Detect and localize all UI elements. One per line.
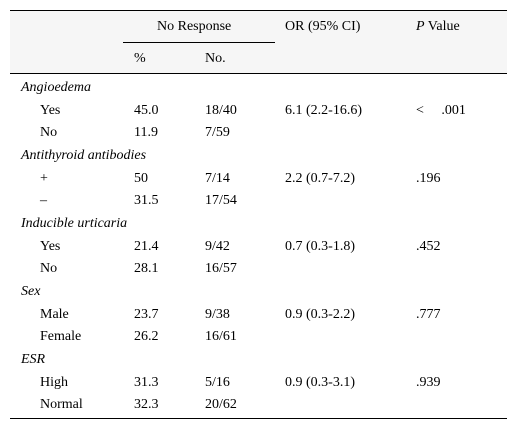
cell-no: 17/54 bbox=[205, 193, 237, 209]
top-rule bbox=[10, 10, 507, 11]
cell-pct: 26.2 bbox=[134, 329, 159, 345]
cell-no: 9/38 bbox=[205, 306, 230, 322]
header-p-italic: P bbox=[416, 19, 425, 34]
cell-p: .452 bbox=[416, 238, 441, 254]
cell-pct: 23.7 bbox=[134, 306, 159, 322]
cell-name: High bbox=[40, 374, 68, 390]
cell-pct: 31.3 bbox=[134, 374, 159, 390]
cell-p: .196 bbox=[416, 170, 441, 186]
category-label: Antithyroid antibodies bbox=[21, 147, 147, 163]
cell-no: 9/42 bbox=[205, 238, 230, 254]
cell-name: Yes bbox=[40, 102, 61, 118]
category-label: Angioedema bbox=[21, 80, 91, 95]
cell-p: .777 bbox=[416, 306, 441, 322]
cell-name: Normal bbox=[40, 397, 83, 413]
cell-no: 20/62 bbox=[205, 397, 237, 413]
cell-no: 16/61 bbox=[205, 329, 237, 345]
cell-name: + bbox=[40, 170, 48, 186]
cell-or: 2.2 (0.7-7.2) bbox=[285, 170, 355, 186]
cell-name: Male bbox=[40, 306, 69, 322]
cell-name: No bbox=[40, 261, 58, 277]
cell-name: No bbox=[40, 125, 58, 141]
cell-no: 5/16 bbox=[205, 374, 230, 390]
cell-or: 6.1 (2.2-16.6) bbox=[285, 102, 362, 118]
cell-no: 7/14 bbox=[205, 170, 230, 186]
cell-pct: 50 bbox=[134, 170, 148, 186]
cell-name: Female bbox=[40, 329, 82, 345]
category-label: ESR bbox=[21, 351, 46, 367]
bottom-rule bbox=[10, 418, 507, 419]
header-no-response: No Response bbox=[157, 19, 232, 34]
category-label: Sex bbox=[21, 283, 41, 299]
cell-pct: 32.3 bbox=[134, 397, 159, 413]
cell-or: 0.9 (0.3-3.1) bbox=[285, 374, 355, 390]
cell-p: < .001 bbox=[416, 102, 466, 118]
cell-no: 7/59 bbox=[205, 125, 230, 141]
header-p-value: P Value bbox=[416, 18, 460, 35]
header-percent: % bbox=[134, 51, 146, 66]
header-rule bbox=[10, 73, 507, 74]
cell-name: Yes bbox=[40, 238, 61, 254]
cell-pct: 45.0 bbox=[134, 102, 159, 118]
cell-pct: 21.4 bbox=[134, 238, 159, 254]
header-or-ci: OR (95% CI) bbox=[285, 19, 361, 34]
cell-or: 0.9 (0.3-2.2) bbox=[285, 306, 355, 322]
cell-pct: 31.5 bbox=[134, 193, 159, 209]
category-label: Inducible urticaria bbox=[21, 215, 128, 231]
cell-name: – bbox=[40, 193, 47, 209]
header-number: No. bbox=[205, 51, 226, 66]
cell-pct: 11.9 bbox=[134, 125, 158, 141]
no-response-underline bbox=[123, 42, 275, 43]
cell-pct: 28.1 bbox=[134, 261, 159, 277]
cell-p: .939 bbox=[416, 374, 441, 390]
cell-no: 18/40 bbox=[205, 102, 237, 118]
cell-or: 0.7 (0.3-1.8) bbox=[285, 238, 355, 254]
cell-no: 16/57 bbox=[205, 261, 237, 277]
header-p-rest: Value bbox=[424, 19, 460, 34]
